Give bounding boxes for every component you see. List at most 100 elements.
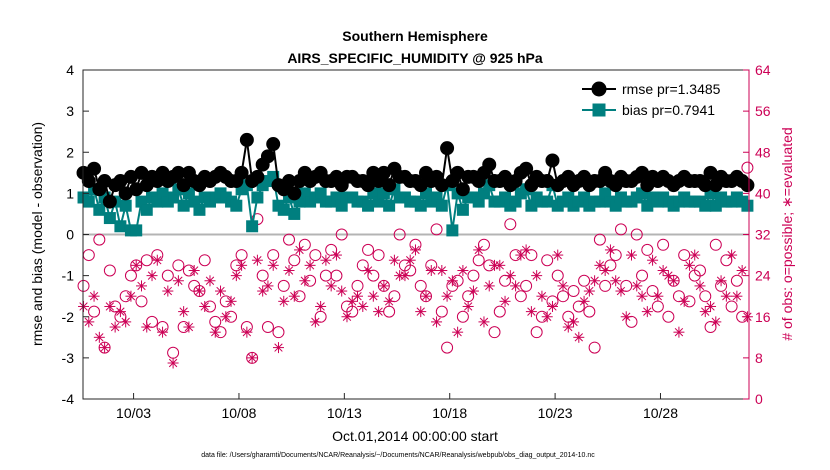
evaluated-obs-point [78,300,90,312]
x-tick-label: 10/13 [327,405,362,421]
evaluated-obs-point [93,331,105,343]
evaluated-obs-point [462,300,474,312]
chart-title: Southern Hemisphere [342,28,488,44]
x-axis-ticks: 10/03 10/08 10/13 10/18 10/23 10/28 [116,393,678,421]
rmse-point [260,149,275,164]
y-tick-label: 2 [66,144,74,160]
evaluated-obs-point [425,264,437,276]
possible-obs-point [335,228,348,241]
possible-obs-point [103,264,116,277]
evaluated-obs-point [536,290,548,302]
evaluated-obs-point [199,300,211,312]
possible-obs-point [699,290,712,303]
evaluated-obs-point [473,244,485,256]
evaluated-obs-point [531,270,543,282]
possible-obs-point [441,341,454,354]
possible-obs-point [514,290,527,303]
evaluated-obs-point [373,306,385,318]
x-tick-label: 10/08 [221,405,256,421]
evaluated-obs-point [599,264,611,276]
evaluated-obs-point [88,290,100,302]
evaluated-obs-point [109,321,121,333]
evaluated-obs-point [283,264,295,276]
rmse-point [266,137,281,152]
possible-obs-point [551,269,564,282]
evaluated-obs-point [431,316,443,328]
bias-point [114,220,127,233]
evaluated-obs-point [272,342,284,354]
y2-axis-label: # of obs: o=possible; ∗=evaluated [779,127,795,340]
y2-tick-label: 56 [755,103,771,119]
bias-point [288,207,301,220]
evaluated-obs-point [731,290,743,302]
bias-point [383,199,396,212]
y2-tick-label: 32 [755,227,771,243]
evaluated-obs-point [362,264,374,276]
evaluated-obs-point [299,275,311,287]
evaluated-obs-point [341,311,353,323]
evaluated-obs-point [457,264,469,276]
legend-bias-marker [592,103,606,117]
y-tick-label: -3 [62,350,75,366]
evaluated-obs-point [678,295,690,307]
evaluated-obs-point [262,280,274,292]
evaluated-obs-point [494,259,506,271]
evaluated-obs-point [452,326,464,338]
evaluated-obs-point [641,306,653,318]
x-axis-label: Oct.01,2014 00:00:00 start [332,428,498,444]
evaluated-obs-point [225,295,237,307]
x-tick-label: 10/18 [432,405,467,421]
evaluated-obs-point [436,264,448,276]
possible-obs-point [256,269,269,282]
rmse-point [250,169,265,184]
possible-obs-point [636,269,649,282]
evaluated-obs-point [220,311,232,323]
evaluated-obs-point [114,306,126,318]
evaluated-obs-point [415,306,427,318]
right-axis-ticks: 0 8 16 24 32 40 48 56 64 [743,62,771,407]
y-tick-label: 4 [66,62,74,78]
x-tick-label: 10/03 [116,405,151,421]
evaluated-obs-point [552,249,564,261]
possible-obs-point [309,249,322,262]
evaluated-obs-point [125,290,137,302]
bias-point [435,199,448,212]
evaluated-obs-point [241,326,253,338]
evaluated-obs-point [710,316,722,328]
evaluated-obs-point [151,254,163,266]
evaluated-obs-point [304,259,316,271]
y-tick-label: 3 [66,103,74,119]
possible-obs-point [630,228,643,241]
evaluated-obs-point [325,280,337,292]
evaluated-obs-point [573,331,585,343]
evaluated-obs-point [568,316,580,328]
chart-subtitle: AIRS_SPECIFIC_HUMIDITY @ 925 hPa [287,50,543,66]
possible-obs-point [161,269,174,282]
evaluated-obs-point [294,244,306,256]
y-axis-label: rmse and bias (model - observation) [29,122,45,346]
evaluated-obs-point [215,285,227,297]
bias-point [140,203,153,216]
legend-rmse-label: rmse pr=1.3485 [622,81,721,97]
evaluated-obs-point [352,290,364,302]
evaluated-obs-point [188,264,200,276]
evaluated-obs-point [604,244,616,256]
bias-point [456,203,469,216]
evaluated-obs-point [183,321,195,333]
evaluated-obs-point [172,275,184,287]
possible-obs-point [124,269,137,282]
possible-obs-point [709,238,722,251]
evaluated-obs-point [157,326,169,338]
possible-obs-point [135,295,148,308]
rmse-point [287,186,302,201]
possible-obs-point [430,223,443,236]
possible-obs-point [541,254,554,267]
possible-obs-point [77,279,90,292]
y2-tick-label: 0 [755,391,763,407]
evaluated-obs-point [420,290,432,302]
evaluated-obs-point [446,275,458,287]
y-tick-label: 1 [66,185,74,201]
evaluated-obs-point [483,280,495,292]
legend[interactable]: rmse pr=1.3485 bias pr=0.7941 [578,75,742,127]
